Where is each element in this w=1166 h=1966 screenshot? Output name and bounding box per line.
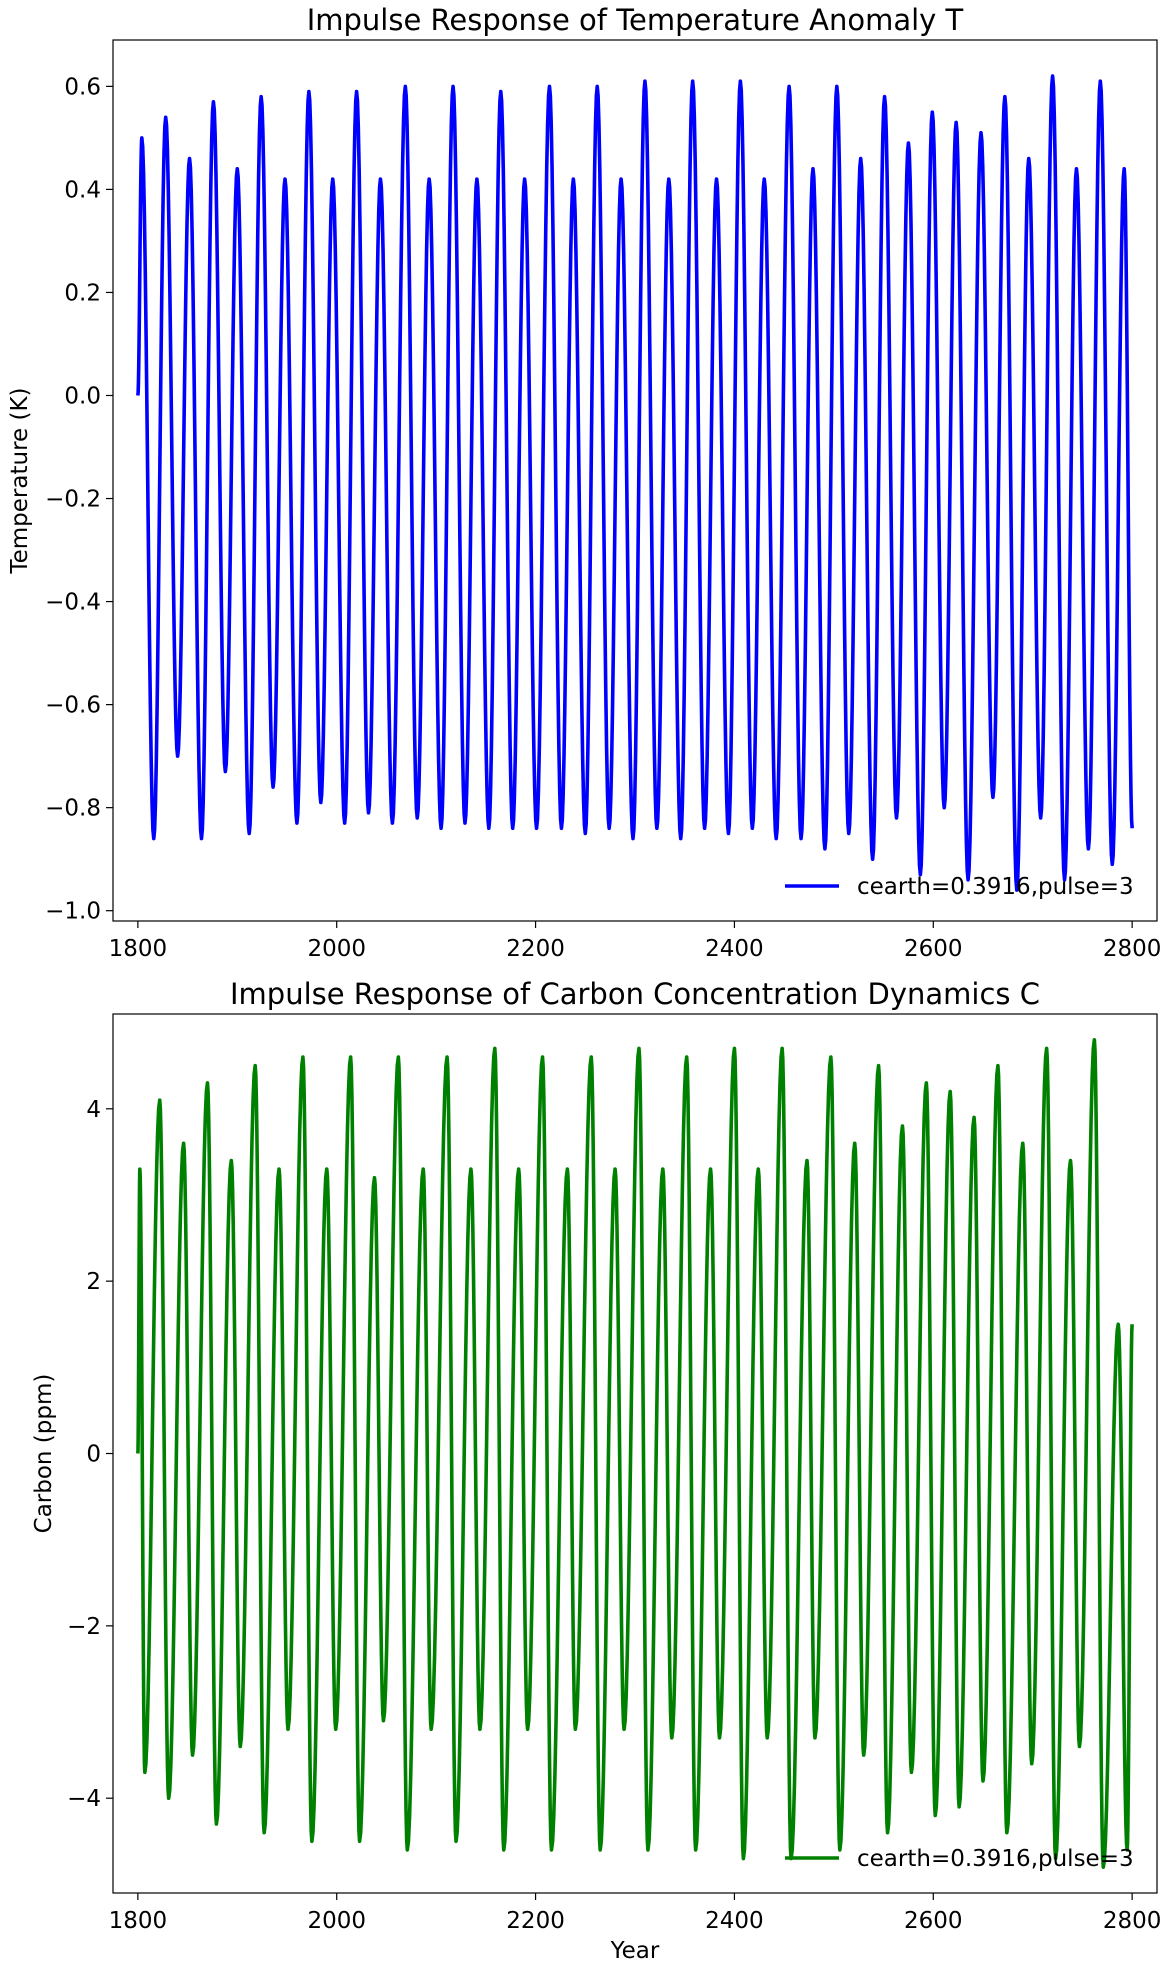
x-tick-label: 1800 (109, 1908, 168, 1934)
y-tick-label: −1.0 (45, 899, 101, 925)
y-tick-label: −0.2 (45, 487, 101, 513)
legend: cearth=0.3916,pulse=3 (785, 1846, 1134, 1872)
y-tick-label: −2 (67, 1614, 101, 1640)
chart-title: Impulse Response of Temperature Anomaly … (307, 3, 964, 37)
y-tick-label: 0.2 (64, 280, 101, 306)
y-tick-label: −0.8 (45, 796, 101, 822)
x-tick-label: 2400 (705, 1908, 764, 1934)
y-tick-label: −0.4 (45, 590, 101, 616)
x-tick-label: 2800 (1103, 936, 1162, 962)
x-tick-label: 2600 (904, 936, 963, 962)
x-tick-label: 2200 (506, 936, 565, 962)
legend-label: cearth=0.3916,pulse=3 (857, 1846, 1134, 1872)
x-tick-label: 1800 (109, 936, 168, 962)
legend: cearth=0.3916,pulse=3 (785, 874, 1134, 900)
y-tick-label: 0.4 (64, 177, 101, 203)
y-axis-label: Carbon (ppm) (31, 1374, 57, 1534)
y-tick-label: −0.6 (45, 693, 101, 719)
x-tick-label: 2400 (705, 936, 764, 962)
x-tick-label: 2000 (307, 936, 366, 962)
y-tick-label: −4 (67, 1786, 101, 1812)
x-tick-label: 2600 (904, 1908, 963, 1934)
y-tick-label: 4 (86, 1097, 101, 1123)
chart-panel-1: Impulse Response of Temperature Anomaly … (7, 3, 1161, 962)
plot-frame (112, 39, 1158, 922)
x-tick-label: 2800 (1103, 1908, 1162, 1934)
x-tick-label: 2000 (307, 1908, 366, 1934)
y-axis-label: Temperature (K) (7, 387, 33, 574)
x-axis-label: Year (610, 1938, 660, 1964)
series-line-1 (136, 74, 1134, 892)
series-line-1 (136, 1038, 1134, 1869)
y-tick-label: 0.6 (64, 74, 101, 100)
y-tick-label: 2 (86, 1269, 101, 1295)
chart-title: Impulse Response of Carbon Concentration… (230, 977, 1040, 1011)
y-tick-label: 0.0 (64, 383, 101, 409)
y-tick-label: 0 (86, 1442, 101, 1468)
chart-panel-2: Impulse Response of Carbon Concentration… (31, 977, 1161, 1964)
legend-label: cearth=0.3916,pulse=3 (857, 874, 1134, 900)
x-tick-label: 2200 (506, 1908, 565, 1934)
